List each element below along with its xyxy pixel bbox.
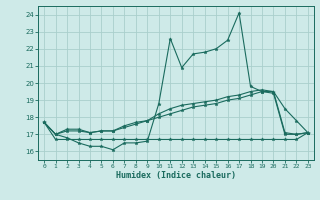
X-axis label: Humidex (Indice chaleur): Humidex (Indice chaleur) xyxy=(116,171,236,180)
